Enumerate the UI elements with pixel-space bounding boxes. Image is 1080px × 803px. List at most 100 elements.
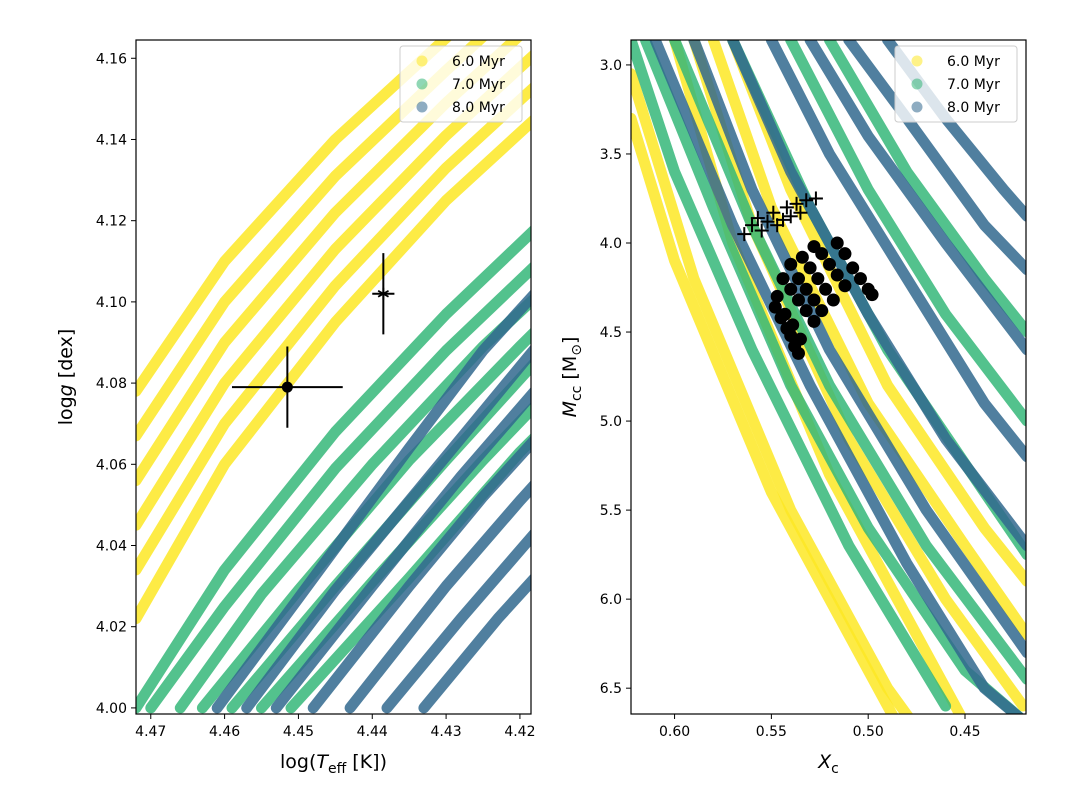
data-point-circle — [776, 272, 790, 286]
observation-star — [377, 289, 389, 298]
data-point-circle — [799, 304, 813, 318]
x-tick-label: 4.42 — [504, 724, 535, 740]
data-point-circle — [838, 279, 852, 293]
track-80Myr — [418, 573, 531, 714]
legend-box — [399, 45, 523, 123]
legend-label: 7.0 Myr — [452, 77, 505, 93]
track-70Myr — [631, 40, 952, 712]
legend-marker — [911, 55, 923, 67]
data-point-circle — [865, 288, 879, 302]
track-80Myr — [211, 289, 531, 714]
y-tick-label: 4.10 — [96, 295, 127, 311]
x-axis-label: log(Teff [K]) — [280, 751, 387, 777]
data-point-circle — [807, 314, 821, 328]
y-tick-label: 4.06 — [96, 457, 127, 473]
y-axis-label: Mcc [M⊙] — [559, 337, 585, 418]
data-point-circle — [799, 282, 813, 296]
data-point-circle — [822, 257, 836, 271]
track-60Myr — [631, 68, 914, 714]
x-tick-label: 4.44 — [357, 724, 388, 740]
legend-marker — [416, 78, 428, 90]
track-60Myr — [136, 40, 488, 442]
track-60Myr — [136, 40, 453, 397]
data-point-circle — [807, 293, 821, 307]
observation-point — [281, 381, 293, 393]
y-tick-label: 4.00 — [96, 701, 127, 717]
data-point-circle — [786, 318, 800, 332]
y-tick-label: 6.5 — [600, 681, 622, 697]
track-80Myr — [344, 480, 531, 714]
track-80Myr — [727, 40, 1026, 552]
y-tick-label: 3.0 — [600, 58, 622, 74]
track-80Myr — [804, 40, 1026, 356]
x-tick-label: 0.45 — [949, 724, 980, 740]
legend-marker — [416, 101, 428, 113]
data-point-circle — [791, 346, 805, 360]
data-point-circle — [784, 282, 798, 296]
track-80Myr — [381, 529, 531, 714]
legend-label: 8.0 Myr — [452, 100, 505, 116]
y-tick-label: 5.0 — [600, 414, 622, 430]
y-tick-label: 4.02 — [96, 620, 127, 636]
legend-marker — [911, 78, 923, 90]
track-80Myr — [649, 40, 1024, 714]
data-point-circle — [830, 236, 844, 250]
data-point-circle — [770, 289, 784, 303]
x-tick-label: 0.55 — [756, 724, 787, 740]
y-tick-label: 4.14 — [96, 132, 127, 148]
data-point-circle — [791, 272, 805, 286]
tracks — [136, 40, 531, 714]
track-60Myr — [136, 115, 531, 625]
track-60Myr — [631, 112, 899, 714]
y-tick-label: 3.5 — [600, 147, 622, 163]
data-point-circle — [795, 250, 809, 264]
x-tick-label: 4.45 — [283, 724, 314, 740]
track-80Myr — [843, 40, 1026, 276]
legend-label: 8.0 Myr — [947, 100, 1000, 116]
x-tick-label: 4.43 — [431, 724, 462, 740]
data-point-circle — [830, 268, 844, 282]
track-70Myr — [785, 40, 1026, 427]
y-tick-label: 4.12 — [96, 214, 127, 230]
data-point-circle — [778, 307, 792, 321]
track-70Myr — [136, 225, 531, 714]
data-point-circle — [791, 293, 805, 307]
data-point-circle — [815, 304, 829, 318]
left-panel: 4.47 4.46 4.45 4.44 4.43 4.42 4.00 4.02 4.04 4.06… — [55, 39, 536, 777]
y-tick-label: 4.0 — [600, 236, 622, 252]
track-80Myr — [688, 40, 1026, 658]
track-70Myr — [196, 327, 531, 714]
legend-label: 6.0 Myr — [452, 54, 505, 70]
plot-frame — [135, 39, 532, 715]
legend-label: 7.0 Myr — [947, 77, 1000, 93]
track-80Myr — [307, 435, 531, 714]
data-point-circle — [811, 272, 825, 286]
legend: 6.0 Myr 7.0 Myr 8.0 Myr — [894, 45, 1018, 123]
legend: 6.0 Myr 7.0 Myr 8.0 Myr — [399, 45, 523, 123]
track-80Myr — [241, 344, 531, 714]
data-point-circle — [803, 261, 817, 275]
y-tick-label: 6.0 — [600, 592, 622, 608]
markers — [231, 253, 395, 428]
track-80Myr — [270, 387, 531, 714]
data-point-circle — [768, 300, 782, 314]
legend-marker — [416, 55, 428, 67]
track-60Myr — [136, 82, 531, 576]
tracks — [631, 40, 1026, 714]
track-70Myr — [145, 262, 531, 714]
y-tick-label: 5.5 — [600, 503, 622, 519]
data-point-circle — [793, 332, 807, 346]
markers — [737, 191, 879, 360]
legend-box — [894, 45, 1018, 123]
data-point-circle — [846, 261, 860, 275]
x-tick-label: 4.47 — [135, 724, 166, 740]
y-tick-label: 4.08 — [96, 376, 127, 392]
data-point-circle — [838, 247, 852, 261]
track-60Myr — [688, 40, 1026, 712]
x-tick-label: 4.46 — [209, 724, 240, 740]
plot-frame — [630, 39, 1027, 715]
legend-marker — [911, 101, 923, 113]
data-point-circle — [826, 293, 840, 307]
data-point-circle — [819, 282, 833, 296]
